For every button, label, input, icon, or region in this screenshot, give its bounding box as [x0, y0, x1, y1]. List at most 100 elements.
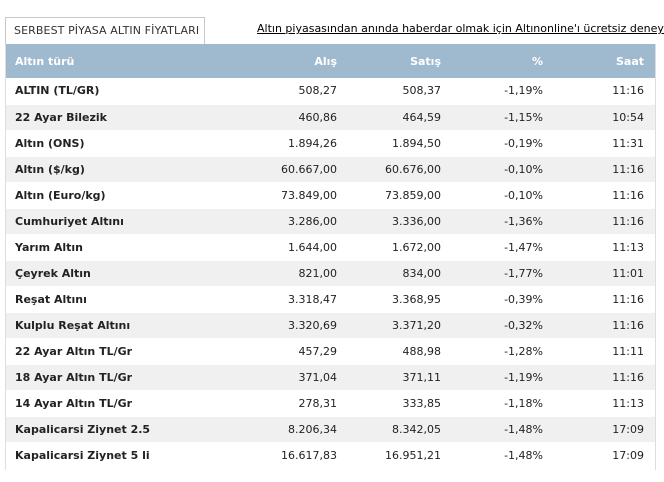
row-percent: -0,32%	[451, 312, 555, 339]
row-saat: 11:16	[555, 182, 656, 209]
row-saat: 11:16	[555, 78, 656, 105]
row-alis: 821,00	[235, 260, 347, 287]
row-alis: 3.286,00	[235, 208, 347, 235]
row-alis: 60.667,00	[235, 156, 347, 183]
row-saat: 17:09	[555, 442, 656, 469]
table-row[interactable]: Kapalicarsi Ziynet 5 li 16.617,83 16.951,2…	[5, 442, 656, 469]
row-saat: 11:13	[555, 234, 656, 261]
table-row[interactable]: Altın ($/kg) 60.667,00 60.676,00 -0,10% 11:1…	[5, 156, 656, 183]
row-percent: -1,18%	[451, 390, 555, 417]
row-saat: 17:09	[555, 416, 656, 443]
row-name: ALTIN (TL/GR)	[5, 78, 235, 105]
row-saat: 11:16	[555, 364, 656, 391]
row-satis: 508,37	[347, 78, 451, 105]
row-alis: 73.849,00	[235, 182, 347, 209]
table-row[interactable]: 18 Ayar Altın TL/Gr 371,04 371,11 -1,19% 11:…	[5, 364, 656, 391]
row-saat: 11:16	[555, 312, 656, 339]
row-satis: 60.676,00	[347, 156, 451, 183]
row-name: Kulplu Reşat Altını	[5, 312, 235, 339]
table-row[interactable]: Cumhuriyet Altını 3.286,00 3.336,00 -1,36% 1…	[5, 208, 656, 235]
tab-serbest-piyasa[interactable]: SERBEST PİYASA ALTIN FİYATLARI	[5, 17, 205, 45]
row-saat: 11:16	[555, 286, 656, 313]
table-row[interactable]: Altın (Euro/kg) 73.849,00 73.859,00 -0,10% 1…	[5, 182, 656, 209]
row-saat: 11:01	[555, 260, 656, 287]
row-satis: 333,85	[347, 390, 451, 417]
table-row[interactable]: Kulplu Reşat Altını 3.320,69 3.371,20 -0,32…	[5, 312, 656, 339]
row-alis: 8.206,34	[235, 416, 347, 443]
table-row[interactable]: Reşat Altını 3.318,47 3.368,95 -0,39% 11:16	[5, 286, 656, 313]
row-percent: -1,48%	[451, 442, 555, 469]
row-alis: 16.617,83	[235, 442, 347, 469]
row-percent: -1,19%	[451, 364, 555, 391]
row-alis: 1.644,00	[235, 234, 347, 261]
row-name: Yarım Altın	[5, 234, 235, 261]
row-satis: 3.368,95	[347, 286, 451, 313]
row-satis: 3.371,20	[347, 312, 451, 339]
gold-prices-table: Altın türü Alış Satış % Saat ALTIN (TL/G…	[5, 44, 656, 469]
column-header-saat[interactable]: Saat	[615, 54, 644, 68]
table-row[interactable]: 22 Ayar Altın TL/Gr 457,29 488,98 -1,28% 11:…	[5, 338, 656, 365]
row-satis: 16.951,21	[347, 442, 451, 469]
row-alis: 278,31	[235, 390, 347, 417]
table-row[interactable]: 22 Ayar Bilezik 460,86 464,59 -1,15% 10:54	[5, 104, 656, 131]
row-saat: 11:16	[555, 208, 656, 235]
row-percent: -1,48%	[451, 416, 555, 443]
table-body: ALTIN (TL/GR) 508,27 508,37 -1,19% 11:16 22 A…	[5, 78, 656, 469]
row-saat: 11:31	[555, 130, 656, 157]
row-percent: -1,28%	[451, 338, 555, 365]
row-alis: 460,86	[235, 104, 347, 131]
row-satis: 3.336,00	[347, 208, 451, 235]
row-alis: 3.318,47	[235, 286, 347, 313]
row-percent: -1,19%	[451, 78, 555, 105]
row-satis: 834,00	[347, 260, 451, 287]
table-row[interactable]: Çeyrek Altın 821,00 834,00 -1,77% 11:01	[5, 260, 656, 287]
row-name: Reşat Altını	[5, 286, 235, 313]
row-name: Altın ($/kg)	[5, 156, 235, 183]
row-percent: -1,15%	[451, 104, 555, 131]
row-percent: -1,47%	[451, 234, 555, 261]
row-name: Cumhuriyet Altını	[5, 208, 235, 235]
row-saat: 11:11	[555, 338, 656, 365]
row-saat: 10:54	[555, 104, 656, 131]
row-name: Altın (Euro/kg)	[5, 182, 235, 209]
table-row[interactable]: Yarım Altın 1.644,00 1.672,00 -1,47% 11:13	[5, 234, 656, 261]
table-row[interactable]: 14 Ayar Altın TL/Gr 278,31 333,85 -1,18% 11:…	[5, 390, 656, 417]
row-name: 22 Ayar Altın TL/Gr	[5, 338, 235, 365]
row-name: Altın (ONS)	[5, 130, 235, 157]
header-row: Altın türü Alış Satış % Saat	[5, 44, 656, 78]
row-percent: -0,19%	[451, 130, 555, 157]
promo-link[interactable]: Altın piyasasından anında haberdar olmak…	[257, 22, 664, 35]
column-header-alis[interactable]: Alış	[314, 54, 337, 68]
row-saat: 11:13	[555, 390, 656, 417]
row-alis: 3.320,69	[235, 312, 347, 339]
row-satis: 73.859,00	[347, 182, 451, 209]
row-percent: -0,39%	[451, 286, 555, 313]
row-name: 22 Ayar Bilezik	[5, 104, 235, 131]
column-header-percent[interactable]: %	[531, 54, 543, 68]
column-header-altin-turu[interactable]: Altın türü	[15, 54, 75, 68]
gold-prices-table-container: Altın türü Alış Satış % Saat ALTIN (TL/G…	[5, 44, 656, 469]
table-row[interactable]: Altın (ONS) 1.894,26 1.894,50 -0,19% 11:31	[5, 130, 656, 157]
row-alis: 1.894,26	[235, 130, 347, 157]
row-percent: -1,36%	[451, 208, 555, 235]
table-row[interactable]: Kapalicarsi Ziynet 2.5 8.206,34 8.342,05 -1…	[5, 416, 656, 443]
row-satis: 1.894,50	[347, 130, 451, 157]
row-name: Çeyrek Altın	[5, 260, 235, 287]
top-bar: SERBEST PİYASA ALTIN FİYATLARI Altın piy…	[0, 0, 664, 46]
row-satis: 488,98	[347, 338, 451, 365]
table-header: Altın türü Alış Satış % Saat	[5, 44, 656, 78]
row-alis: 457,29	[235, 338, 347, 365]
row-alis: 371,04	[235, 364, 347, 391]
table-row[interactable]: ALTIN (TL/GR) 508,27 508,37 -1,19% 11:16	[5, 78, 656, 105]
row-satis: 371,11	[347, 364, 451, 391]
row-saat: 11:16	[555, 156, 656, 183]
row-name: 18 Ayar Altın TL/Gr	[5, 364, 235, 391]
row-satis: 464,59	[347, 104, 451, 131]
row-satis: 8.342,05	[347, 416, 451, 443]
column-header-satis[interactable]: Satış	[410, 54, 441, 68]
row-name: Kapalicarsi Ziynet 2.5	[5, 416, 235, 443]
row-satis: 1.672,00	[347, 234, 451, 261]
row-percent: -1,77%	[451, 260, 555, 287]
row-name: 14 Ayar Altın TL/Gr	[5, 390, 235, 417]
row-percent: -0,10%	[451, 156, 555, 183]
